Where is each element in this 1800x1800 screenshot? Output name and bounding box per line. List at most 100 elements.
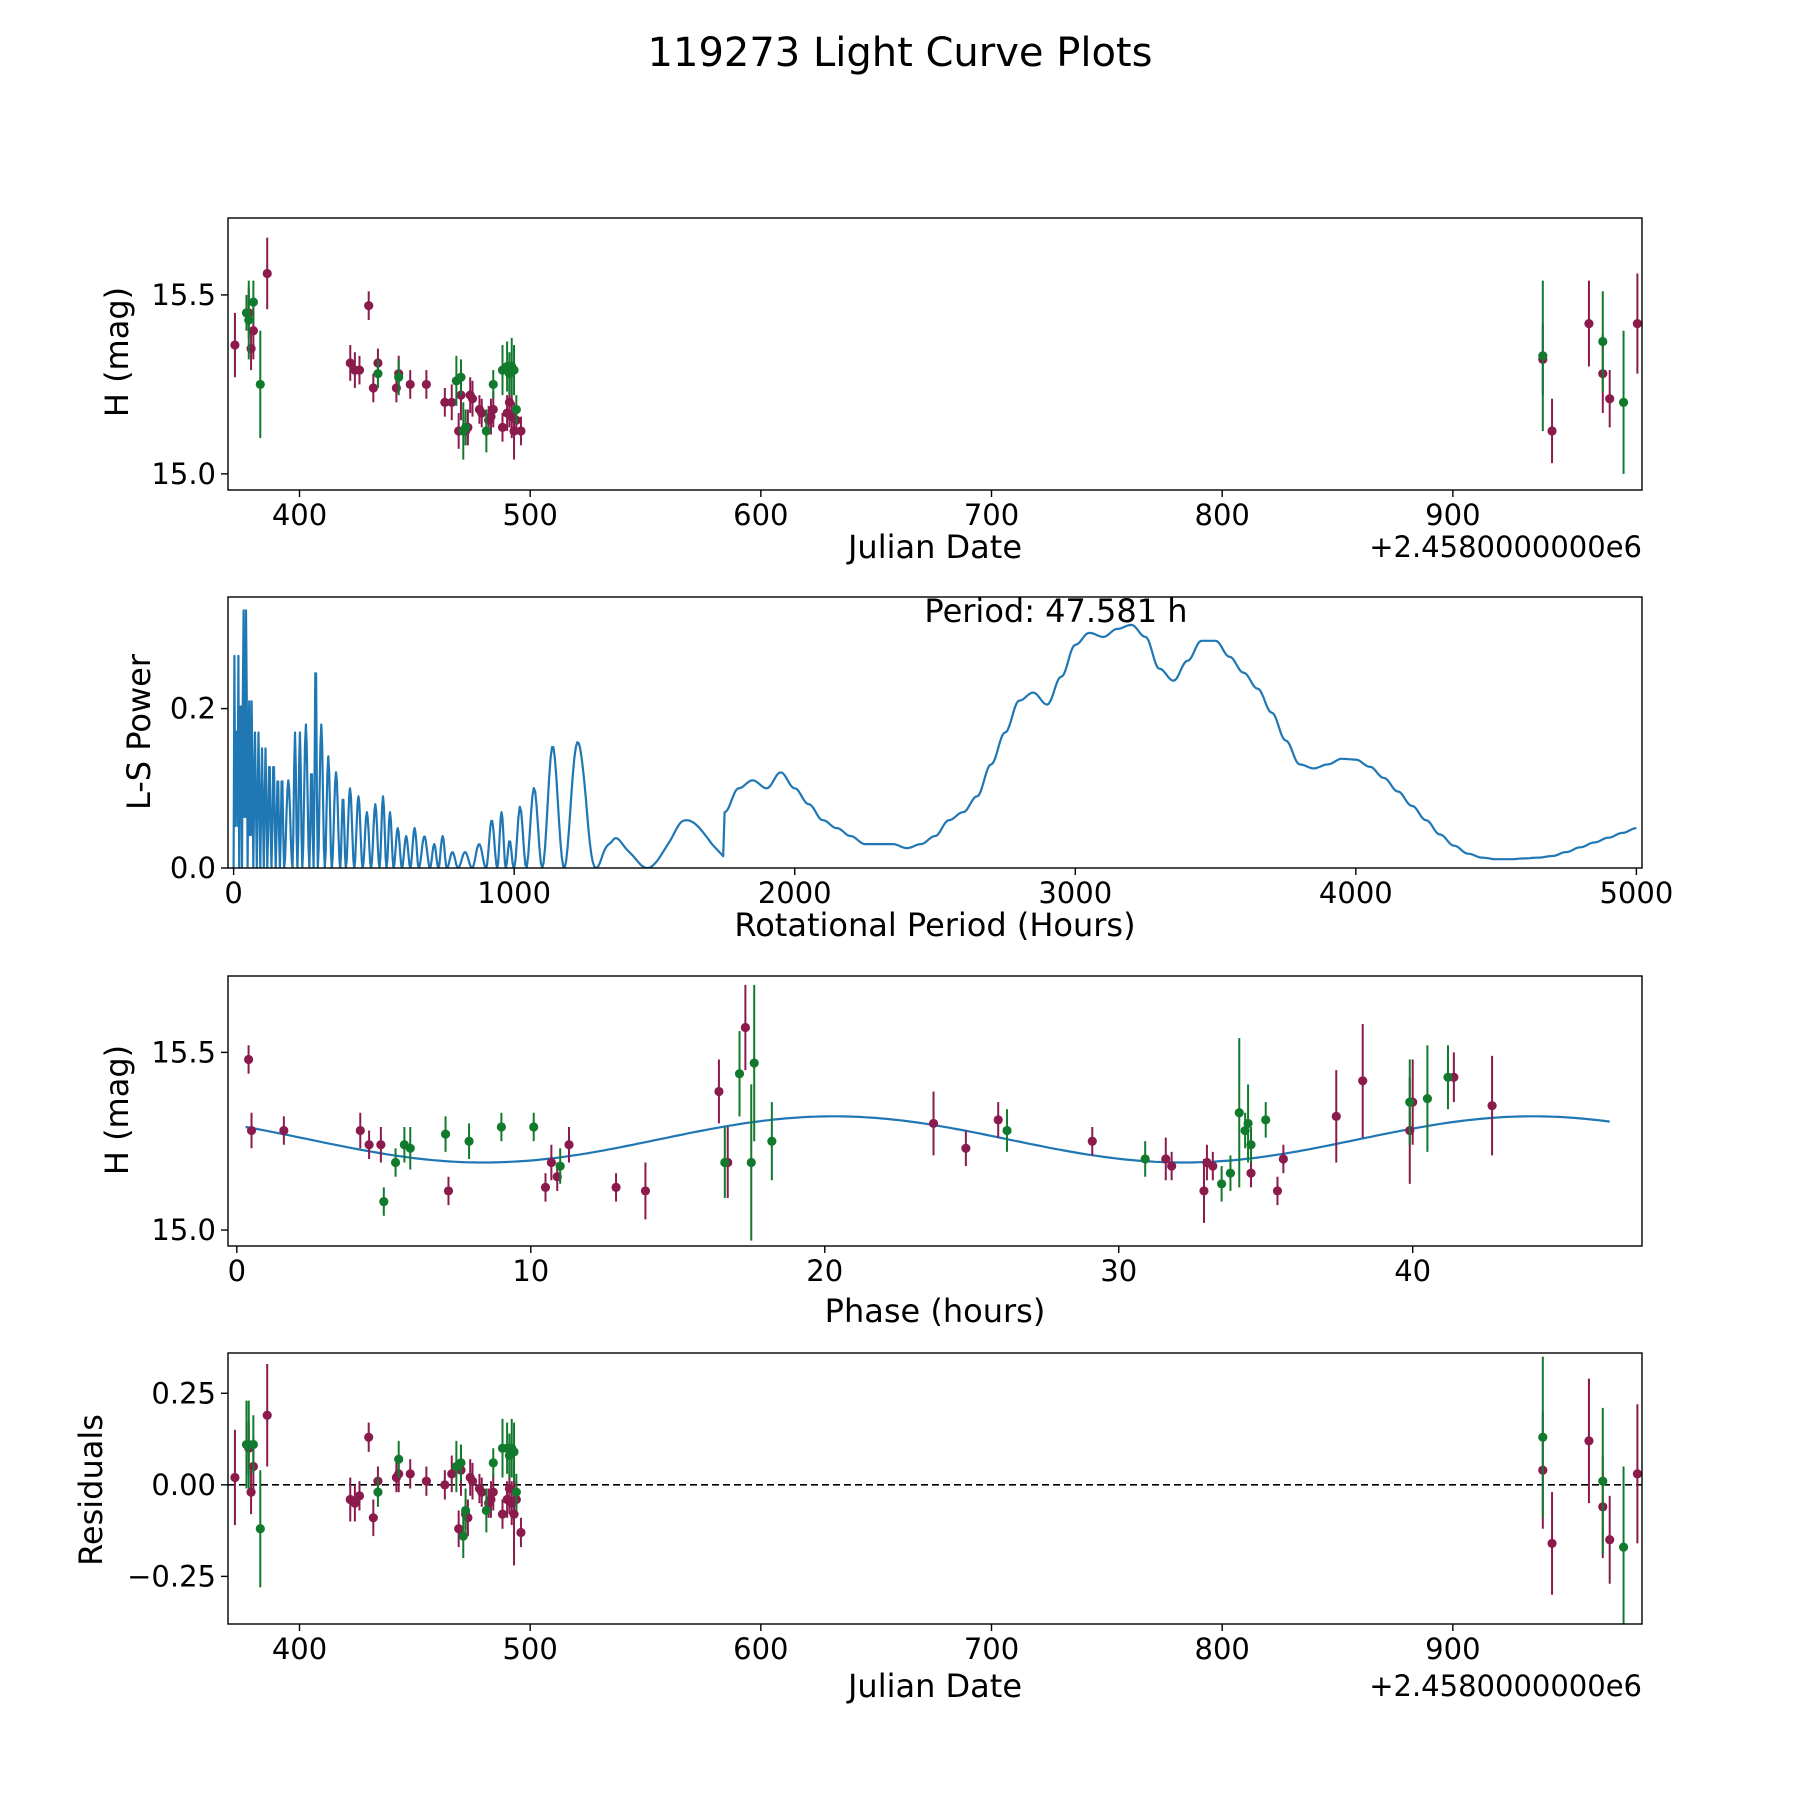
periodogram-xlabel: Rotational Period (Hours) [734, 906, 1135, 944]
phased-panel: Phase (hours) H (mag) 0 10 20 30 40 15.0 15.5 [98, 975, 1643, 1330]
lightcurve-xtick-label: 900 [1425, 498, 1480, 532]
data-point [279, 1125, 289, 1136]
phased-plot-area [243, 984, 1610, 1241]
data-point [516, 426, 526, 436]
data-point [511, 1487, 521, 1497]
residuals-series-g [241, 1356, 1629, 1624]
data-point [373, 369, 383, 379]
data-point [460, 422, 471, 432]
data-point [928, 1118, 939, 1129]
data-point [248, 326, 258, 336]
phased-xtick-label: 10 [512, 1254, 549, 1288]
data-point [477, 1487, 487, 1497]
data-point [555, 1161, 565, 1171]
data-point [405, 1143, 415, 1153]
data-point [1225, 1168, 1236, 1178]
data-point [447, 1469, 457, 1479]
data-point [456, 372, 466, 382]
phased-axes-frame [227, 975, 1643, 1247]
data-point [373, 1487, 383, 1497]
data-point [1443, 1072, 1453, 1082]
phased-series-g [379, 984, 1453, 1241]
phased-xtick-label: 20 [806, 1254, 843, 1288]
residuals-xlabel: Julian Date [846, 1667, 1022, 1705]
data-point [1161, 1154, 1171, 1164]
periodogram-xtick-label: 0 [224, 876, 242, 910]
lightcurve-panel: Julian Date H (mag) +2.4580000000e6 400 5… [98, 217, 1643, 566]
data-point [1547, 1538, 1557, 1549]
data-point [720, 1157, 730, 1168]
periodogram-axes-frame [227, 596, 1643, 869]
data-point [368, 1513, 378, 1523]
data-point [1167, 1161, 1177, 1171]
data-point [368, 383, 378, 393]
data-point [464, 1136, 474, 1146]
data-point [1261, 1115, 1271, 1125]
lightcurve-xtick-label: 600 [733, 498, 788, 532]
periodogram-xtick-label: 5000 [1599, 876, 1673, 910]
data-point [230, 340, 240, 350]
residuals-panel: Julian Date Residuals +2.4580000000e6 40… [72, 1352, 1643, 1705]
data-point [1331, 1111, 1341, 1121]
data-point [961, 1143, 971, 1153]
data-point [458, 1531, 468, 1541]
data-point [1087, 1136, 1097, 1146]
data-point [467, 1476, 478, 1486]
data-point [1618, 1542, 1629, 1552]
data-point [243, 1054, 254, 1065]
data-point [497, 422, 508, 432]
data-point [1538, 351, 1548, 361]
data-point [1487, 1101, 1497, 1111]
data-point [350, 1498, 360, 1508]
period-annotation: Period: 47.581 h [924, 592, 1187, 630]
data-point [440, 1480, 450, 1490]
data-point [488, 1458, 498, 1468]
data-point [248, 297, 258, 307]
data-point [379, 1196, 389, 1207]
data-point [511, 404, 521, 415]
residuals-ytick-label: 0.00 [151, 1468, 216, 1502]
data-point [488, 379, 498, 390]
residuals-xtick-label: 700 [964, 1632, 1019, 1666]
data-point [497, 1509, 508, 1519]
data-point [394, 1454, 404, 1464]
data-point [354, 365, 365, 375]
data-point [1422, 1093, 1433, 1104]
residuals-offset-text: +2.4580000000e6 [1369, 1669, 1642, 1703]
periodogram-ytick-label: 0.2 [170, 692, 216, 726]
data-point [1002, 1125, 1012, 1136]
data-point [440, 1129, 451, 1139]
residuals-series-r [230, 1363, 1642, 1595]
data-point [1140, 1154, 1150, 1164]
residuals-ylabel: Residuals [72, 1414, 110, 1566]
data-point [262, 268, 272, 279]
data-point [611, 1182, 621, 1192]
lightcurve-ytick-label: 15.5 [151, 278, 216, 312]
data-point [1246, 1168, 1256, 1178]
data-point [421, 1476, 431, 1486]
lightcurve-plot-area [230, 237, 1642, 474]
data-point [740, 1022, 750, 1033]
data-point [246, 1125, 257, 1136]
data-point [529, 1122, 539, 1132]
data-point [540, 1182, 551, 1192]
data-point [1358, 1076, 1368, 1086]
data-point [734, 1069, 745, 1079]
data-point [255, 1524, 265, 1534]
periodogram-ytick-label: 0.0 [170, 851, 216, 885]
data-point [1632, 318, 1642, 329]
data-point [749, 1058, 759, 1068]
phased-xtick-label: 30 [1100, 1254, 1137, 1288]
lightcurve-offset-text: +2.4580000000e6 [1369, 530, 1642, 564]
data-point [714, 1086, 724, 1097]
data-point [1234, 1108, 1244, 1118]
lightcurve-ytick-label: 15.0 [151, 457, 216, 491]
data-point [355, 1125, 365, 1136]
data-point [1547, 426, 1557, 436]
phased-series-r [243, 984, 1497, 1223]
phased-xtick-label: 0 [228, 1254, 246, 1288]
data-point [1246, 1140, 1256, 1150]
data-point [345, 358, 355, 368]
data-point [248, 1439, 258, 1450]
phased-ylabel: H (mag) [98, 1045, 136, 1175]
